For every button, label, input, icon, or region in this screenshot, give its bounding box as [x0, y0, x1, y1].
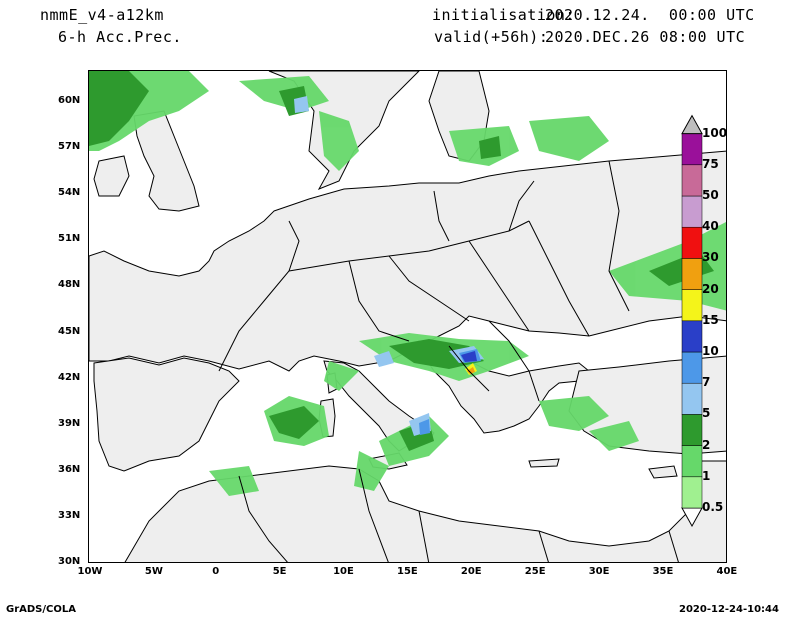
- colorbar-label: 5: [702, 406, 711, 421]
- colorbar-label: 75: [702, 156, 719, 171]
- colorbar-label: 7: [702, 375, 711, 390]
- colorbar-segment: [681, 164, 703, 197]
- ireland-island: [93, 155, 130, 197]
- colorbar-label: 100: [702, 125, 728, 140]
- lon-tick-label: 10E: [333, 566, 354, 577]
- colorbar-label: 20: [702, 281, 719, 296]
- colorbar-segment: [681, 195, 703, 228]
- colorbar-segment: [681, 414, 703, 446]
- valid-label: valid(+56h):: [434, 28, 549, 46]
- colorbar-segment: [681, 320, 703, 353]
- valid-value: 2020.DEC.26 08:00 UTC: [545, 28, 746, 46]
- lon-tick-label: 20E: [460, 566, 482, 577]
- footer-timestamp: 2020-12-24-10:44: [679, 604, 779, 615]
- colorbar-label: 1: [702, 468, 711, 483]
- lat-tick-label: 57N: [58, 141, 81, 153]
- precip-orange: [467, 367, 475, 374]
- lon-tick-label: 10W: [77, 566, 103, 577]
- init-label: initialisation:: [432, 6, 575, 24]
- lon-tick-label: 40E: [716, 566, 738, 577]
- footer-software: GrADS/COLA: [6, 604, 76, 615]
- lon-tick-label: 30E: [588, 566, 610, 577]
- colorbar-segment: [681, 289, 703, 322]
- field-name: 6-h Acc.Prec.: [58, 28, 182, 46]
- map-frame: [88, 70, 727, 563]
- colorbar-segment: [681, 445, 703, 478]
- domain-edge-wedge: [89, 461, 124, 562]
- lat-tick-label: 36N: [58, 463, 81, 475]
- great-britain-island: [133, 110, 200, 212]
- colorbar-label: 0.5: [702, 500, 724, 514]
- lon-tick-label: 15E: [397, 566, 418, 577]
- colorbar-segment: [681, 382, 703, 415]
- colorbar-segment: [681, 351, 703, 384]
- colorbar-min-arrow: [681, 507, 703, 528]
- colorbar-segment: [681, 258, 703, 290]
- iberia-landmass: [93, 357, 240, 472]
- colorbar-label: 40: [702, 219, 719, 234]
- lon-tick-label: 25E: [524, 566, 546, 577]
- lon-tick-label: 5W: [144, 566, 163, 577]
- lat-tick-label: 51N: [58, 233, 81, 245]
- country-borders: [218, 160, 679, 562]
- crete-island: [528, 458, 560, 468]
- colorbar: [681, 114, 703, 528]
- colorbar-label: 2: [702, 437, 711, 452]
- lat-tick-label: 54N: [58, 187, 81, 199]
- init-value: 2020.12.24. 00:00 UTC: [545, 6, 755, 24]
- lat-tick-label: 60N: [58, 95, 81, 106]
- lat-tick-label: 39N: [58, 417, 81, 429]
- lon-tick-label: 5E: [272, 566, 287, 577]
- model-name: nmmE_v4-a12km: [40, 6, 164, 24]
- colorbar-label: 10: [702, 344, 719, 358]
- colorbar-max-arrow: [681, 114, 703, 135]
- colorbar-label: 50: [702, 188, 719, 202]
- precip-dark-blue: [461, 351, 477, 362]
- colorbar-segment: [681, 133, 703, 166]
- cyprus-island: [648, 465, 678, 479]
- lat-tick-label: 48N: [58, 279, 81, 291]
- lon-tick-label: 0: [212, 566, 220, 577]
- colorbar-label: 15: [702, 312, 719, 327]
- lat-tick-label: 30N: [58, 556, 81, 567]
- colorbar-segment: [681, 476, 703, 509]
- continental-europe-landmass: [89, 150, 726, 372]
- colorbar-label: 30: [702, 250, 719, 265]
- lat-tick-label: 33N: [58, 509, 81, 521]
- lat-tick-label: 42N: [58, 371, 81, 383]
- colorbar-segment: [681, 226, 703, 259]
- map-canvas: [89, 71, 726, 562]
- lon-tick-label: 35E: [652, 566, 674, 577]
- lat-tick-label: 45N: [58, 325, 81, 337]
